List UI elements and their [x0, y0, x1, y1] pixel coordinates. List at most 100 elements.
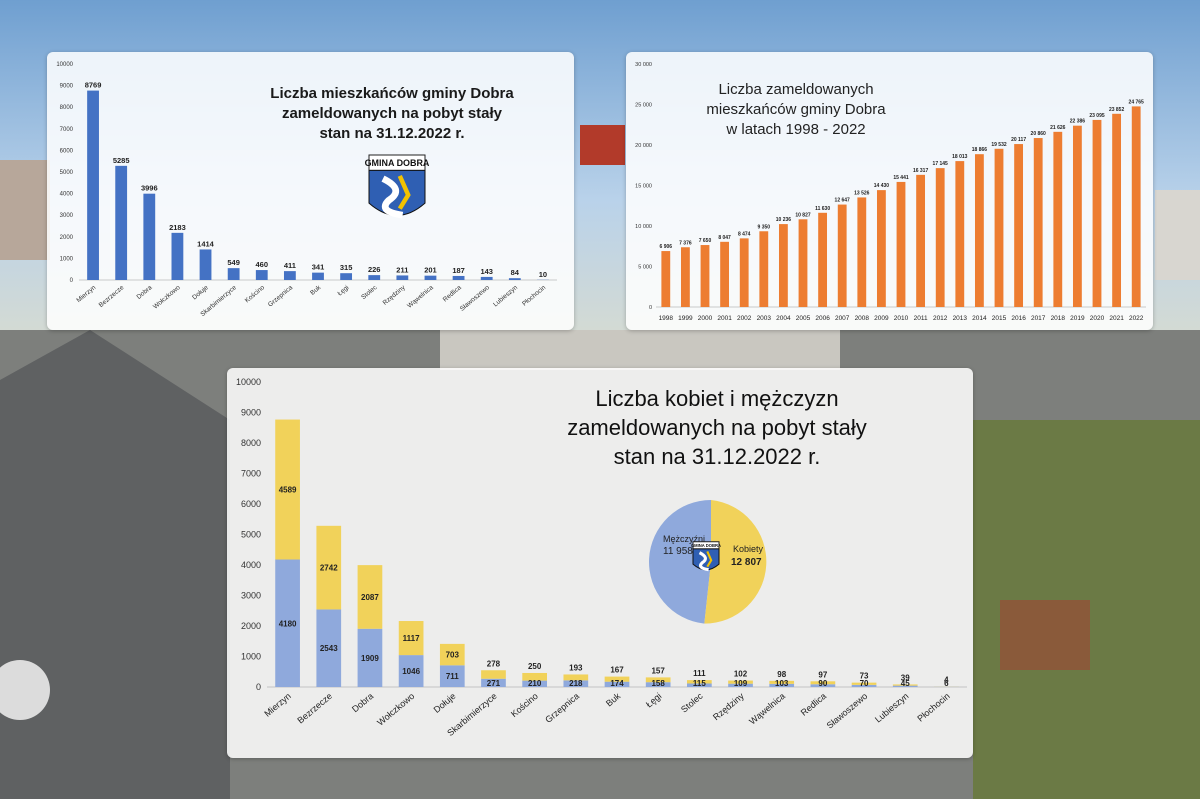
- bar: [798, 219, 808, 307]
- bar: [508, 278, 521, 280]
- bar: [700, 245, 710, 307]
- x-tick-label: 2014: [972, 315, 987, 322]
- data-label-men: 174: [610, 679, 624, 688]
- y-tick-label: 2000: [60, 235, 74, 241]
- data-label: 22 386: [1070, 119, 1086, 125]
- bar-men: [728, 683, 753, 687]
- bar: [837, 204, 847, 307]
- y-tick-label: 3000: [60, 213, 74, 219]
- x-tick-label: Buk: [604, 691, 623, 709]
- x-tick-label: 2001: [717, 315, 732, 322]
- y-tick-label: 5000: [241, 530, 261, 540]
- y-tick-label: 7000: [241, 469, 261, 479]
- data-label-men: 1909: [361, 654, 379, 663]
- x-tick-label: Wąwelnica: [747, 691, 787, 727]
- data-label-women: 2087: [361, 593, 379, 602]
- data-label: 21 626: [1050, 125, 1066, 131]
- data-label: 20 860: [1031, 131, 1047, 137]
- y-tick-label: 25 000: [635, 103, 652, 109]
- bar-women: [645, 677, 671, 683]
- bar: [143, 193, 156, 280]
- bar: [994, 148, 1004, 307]
- y-tick-label: 30 000: [635, 62, 652, 68]
- data-label: 17 145: [933, 161, 949, 167]
- x-tick-label: Sławoszewo: [825, 691, 870, 731]
- y-tick-label: 0: [256, 682, 261, 692]
- data-label: 3996: [141, 184, 158, 193]
- y-tick-label: 4000: [241, 560, 261, 570]
- title-line: Liczba kobiet i mężczyzn: [595, 386, 839, 411]
- bar: [1033, 138, 1043, 307]
- x-tick-label: Dołuje: [432, 691, 458, 715]
- x-tick-label: Wąwelnica: [406, 284, 435, 310]
- data-label-women: 4589: [279, 486, 297, 495]
- y-tick-label: 2000: [241, 621, 261, 631]
- residents-by-year-panel: 0 5 000 10 000 15 000 20 000 25 000 30 000 6 90…: [626, 52, 1153, 330]
- data-label: 8769: [85, 81, 102, 90]
- data-label: 143: [480, 267, 493, 276]
- bar-women: [892, 684, 918, 686]
- data-label: 8 474: [738, 231, 751, 237]
- gender-stacked-chart: 0 1000 2000 3000 4000 5000 6000 7000 8000 9000 100…: [236, 377, 967, 738]
- logo-text: GMINA DOBRA: [365, 158, 430, 168]
- x-tick-label: 2007: [835, 315, 850, 322]
- data-label: 211: [396, 265, 408, 274]
- data-label-women: 1117: [403, 634, 420, 643]
- logo-tree-shape: [381, 175, 404, 219]
- data-label: 341: [312, 263, 325, 272]
- data-label: 1414: [197, 239, 215, 248]
- y-tick-label: 8000: [60, 105, 74, 111]
- bar-men: [810, 684, 836, 687]
- residents-by-village-chart: 0 1000 2000 3000 4000 5000 6000 7000 8000 9000 100…: [56, 62, 557, 318]
- bar: [199, 249, 212, 280]
- data-label: 7 650: [699, 238, 712, 244]
- x-tick-label: 2016: [1011, 315, 1026, 322]
- residents-by-year-chart: 0 5 000 10 000 15 000 20 000 25 000 30 000 6 90…: [635, 62, 1146, 322]
- y-tick-label: 4000: [60, 192, 74, 198]
- x-tick-label: Grzepnica: [543, 691, 581, 725]
- bar: [759, 231, 769, 307]
- data-label: 460: [256, 260, 269, 269]
- y-tick-label: 1000: [241, 652, 261, 662]
- data-label-women: 97: [818, 670, 827, 679]
- data-label: 6 906: [660, 244, 673, 250]
- bar-women: [851, 682, 877, 685]
- bar-men: [316, 609, 342, 687]
- x-tick-label: 2004: [776, 315, 791, 322]
- bar-men: [439, 665, 465, 687]
- bar-women: [563, 674, 589, 681]
- y-tick-label: 3000: [241, 591, 261, 601]
- y-tick-label: 10000: [56, 62, 73, 68]
- data-label: 15 441: [893, 175, 909, 181]
- x-tick-label: 2008: [855, 315, 870, 322]
- x-tick-label: 2002: [737, 315, 752, 322]
- pie-label-men: Mężczyźni: [663, 534, 705, 544]
- y-tick-label: 9000: [60, 84, 74, 90]
- bar-men: [645, 682, 671, 687]
- logo-accent: [397, 174, 411, 210]
- x-tick-label: Dobra: [350, 691, 375, 714]
- data-label: 8 047: [718, 235, 731, 241]
- x-tick-label: Rzędziny: [382, 284, 408, 307]
- x-tick-label: Redlica: [799, 691, 828, 718]
- bar: [896, 181, 906, 307]
- residents-chart-title: Liczba mieszkańców gminy Dobra zameldowa…: [257, 84, 527, 144]
- data-label-men: 115: [693, 679, 706, 688]
- gmina-dobra-logo: GMINA DOBRA: [365, 154, 430, 219]
- data-label-men: 210: [528, 679, 542, 688]
- years-chart-title: Liczba zameldowanych mieszkańców gminy D…: [666, 80, 926, 140]
- y-tick-label: 7000: [60, 127, 74, 133]
- data-label: 24 765: [1129, 99, 1145, 105]
- bar: [955, 161, 965, 307]
- title-line: Liczba mieszkańców gminy Dobra: [270, 85, 514, 102]
- bar: [227, 268, 240, 280]
- x-tick-label: Bezrzecze: [98, 284, 126, 309]
- bar: [876, 190, 886, 307]
- bar-women: [316, 525, 342, 610]
- bar-women: [439, 643, 465, 666]
- x-tick-label: Redlica: [442, 284, 463, 304]
- y-tick-label: 1000: [60, 256, 74, 262]
- x-tick-label: 2015: [992, 315, 1007, 322]
- x-tick-label: 1999: [678, 315, 693, 322]
- y-tick-label: 0: [70, 278, 74, 284]
